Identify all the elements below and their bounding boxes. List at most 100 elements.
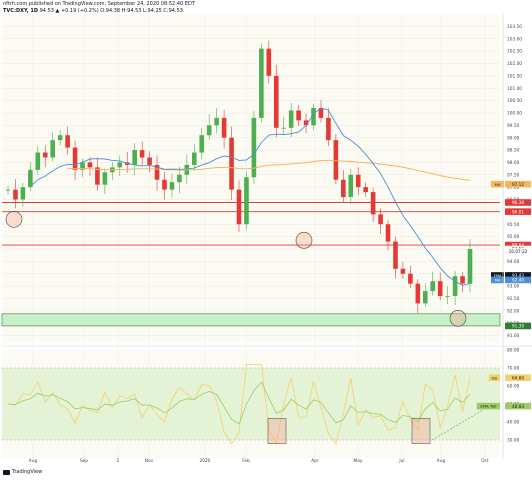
rsi-line [7, 364, 471, 445]
tradingview-mark-icon [3, 469, 10, 475]
highlight-circle [295, 232, 313, 249]
price-tick-label: 99.00 [507, 135, 520, 141]
time-tick-label: Feb [242, 458, 250, 464]
price-tick-label: 100.50 [507, 98, 522, 104]
time-tick-label: Aug [29, 458, 38, 464]
ma50-value-tag-bg [491, 276, 504, 284]
candle-body [288, 110, 294, 128]
highlight-circle [449, 309, 467, 327]
price-tick-label: 102.50 [507, 49, 522, 55]
candle-body [273, 75, 279, 128]
candle-body [422, 291, 428, 304]
time-tick-label: Sep [80, 458, 88, 464]
candle-body [13, 189, 18, 200]
candle-body [191, 152, 197, 165]
last-price-value: 94.64 [512, 243, 524, 248]
price-tick-label: 93.00 [507, 284, 520, 290]
time-tick-label: Apr [311, 458, 319, 464]
tradingview-brand: TradingView [12, 469, 43, 475]
tradingview-logo[interactable]: TradingView [3, 469, 42, 475]
resistance-value-1-bg [505, 199, 531, 206]
time-tick-label: Jul [398, 458, 404, 464]
support-value: 91.39 [512, 324, 524, 329]
candle-body [162, 179, 167, 190]
candle-body [139, 150, 145, 158]
candle-body [281, 127, 287, 129]
price-tick-label: 97.00 [507, 185, 520, 191]
support-value-bg [505, 322, 531, 330]
price-tick-label: 97.50 [507, 172, 520, 178]
ma200-value-tag: MA [495, 183, 501, 187]
rsi-ema-value: 48.83 [512, 404, 524, 409]
price-time: 16:07:22 [509, 249, 528, 254]
candle-body [236, 189, 242, 225]
rsi-value-tag: RSI [491, 376, 497, 380]
candle-body [244, 177, 249, 225]
price-tick-label: 94.00 [507, 259, 520, 265]
candle-body [42, 152, 48, 158]
rsi-tick-label: 30.00 [507, 438, 520, 444]
candle-body [229, 137, 234, 190]
candle-body [50, 140, 56, 158]
candle-body [452, 276, 458, 296]
candle-body [326, 117, 331, 141]
candle-body [87, 162, 93, 168]
candle-body [20, 187, 26, 200]
candle-body [221, 117, 227, 138]
ma50-value-tag: MA [495, 279, 501, 283]
rsi-ema-value-tag: EMA, RSI [480, 405, 496, 409]
candle-body [154, 164, 160, 180]
ema20-value-tag-bg [491, 272, 504, 279]
rsi-tick-label: 80.00 [507, 348, 520, 354]
ma200-value-tag-bg [491, 180, 504, 188]
rsi-highlight-box [411, 418, 431, 444]
candle-body [102, 172, 108, 185]
ema20-value-bg [505, 272, 531, 279]
candle-body [400, 268, 406, 274]
rsi-ema-value-tag-bg [476, 402, 500, 410]
ema20-value: 93.43 [512, 273, 524, 278]
candle-body [117, 162, 123, 168]
price-tick-label: 101.50 [507, 73, 522, 79]
rsi-ema-value-bg [505, 402, 531, 410]
candle-body [430, 281, 436, 292]
price-tick-label: 95.00 [507, 234, 520, 240]
price-tick-label: 98.50 [507, 148, 520, 154]
candle-body [259, 48, 264, 118]
candle-body [57, 135, 63, 141]
candle-body [28, 169, 33, 188]
candle-body [214, 117, 219, 126]
candle-body [333, 140, 339, 180]
rsi-tick-label: 70.00 [507, 366, 520, 372]
ma200-value-bg [505, 180, 531, 188]
candle-body [341, 179, 346, 198]
candle-body [199, 135, 205, 153]
time-tick-label: 2020 [200, 458, 211, 464]
symbol-label[interactable]: TVC:DXY, 1D [3, 8, 39, 14]
candle-body [318, 108, 324, 118]
support-zone [1, 313, 501, 327]
rsi-tick-label: 60.00 [507, 384, 520, 390]
publish-header: nftrh.com published on TradingView.com, … [3, 1, 195, 7]
candle-body [408, 273, 413, 284]
last-price-value-bg [505, 241, 531, 249]
price-tick-label: 98.00 [507, 160, 520, 166]
resistance-value-2-bg [505, 208, 531, 215]
candle-body [95, 167, 100, 185]
candle-body [266, 48, 272, 76]
candle-body [415, 283, 421, 304]
rsi-ema-line [7, 381, 471, 425]
rsi-value-tag-bg [488, 374, 500, 382]
candle-body [177, 174, 182, 183]
rsi-value: 64.60 [512, 375, 524, 380]
ma50-value: 92.40 [512, 278, 524, 283]
ema20-value-tag: EMA [494, 274, 502, 278]
candle-body [35, 152, 41, 170]
candle-body [445, 296, 450, 297]
price-tick-label: 95.50 [507, 222, 520, 228]
rsi-band [2, 368, 500, 440]
candle-body [467, 249, 473, 284]
ma50-value-bg [505, 276, 531, 284]
candle-body [460, 276, 465, 284]
